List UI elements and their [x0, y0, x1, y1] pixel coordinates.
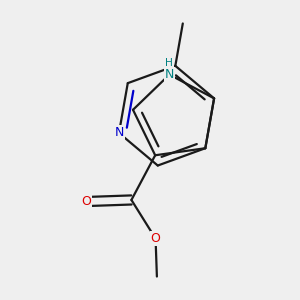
Text: O: O: [81, 195, 91, 208]
Text: N: N: [114, 127, 124, 140]
Text: H: H: [166, 58, 173, 68]
Text: O: O: [151, 232, 160, 245]
Text: N: N: [165, 68, 174, 81]
